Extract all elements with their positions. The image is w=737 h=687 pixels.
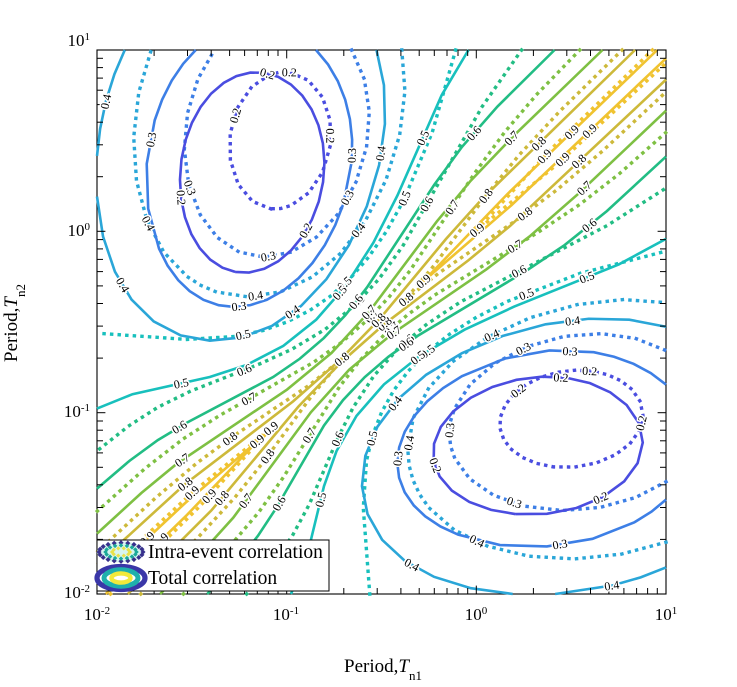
svg-text:0.3: 0.3 (260, 248, 277, 265)
svg-text:0.2: 0.2 (582, 364, 598, 379)
svg-text:0.3: 0.3 (143, 131, 159, 148)
svg-text:0.2: 0.2 (553, 370, 569, 385)
svg-text:Total correlation: Total correlation (148, 568, 277, 589)
svg-text:Intra-event correlation: Intra-event correlation (148, 542, 323, 563)
svg-text:0.4: 0.4 (603, 577, 620, 593)
svg-text:0.4: 0.4 (401, 434, 417, 451)
svg-text:0.4: 0.4 (564, 313, 581, 329)
svg-text:0.2: 0.2 (174, 190, 189, 206)
svg-text:0.3: 0.3 (390, 450, 406, 467)
svg-text:0.3: 0.3 (562, 344, 578, 359)
svg-text:0.3: 0.3 (345, 148, 359, 163)
svg-text:0.3: 0.3 (442, 422, 457, 438)
svg-text:0.2: 0.2 (282, 65, 297, 79)
svg-text:0.4: 0.4 (247, 288, 264, 304)
svg-text:0.4: 0.4 (373, 145, 389, 162)
svg-text:0.3: 0.3 (231, 299, 247, 315)
svg-text:0.2: 0.2 (323, 128, 337, 143)
svg-text:0.3: 0.3 (551, 536, 568, 552)
